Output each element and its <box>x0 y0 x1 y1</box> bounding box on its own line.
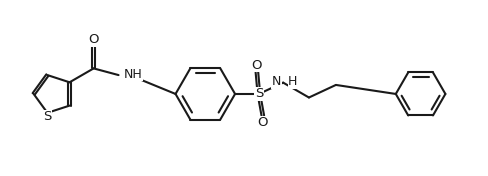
Text: NH: NH <box>123 68 142 81</box>
Text: O: O <box>252 59 262 72</box>
Text: S: S <box>43 110 52 123</box>
Text: N: N <box>272 75 281 88</box>
Text: S: S <box>255 87 263 100</box>
Text: O: O <box>88 33 99 46</box>
Text: H: H <box>288 75 298 88</box>
Text: O: O <box>258 116 268 129</box>
